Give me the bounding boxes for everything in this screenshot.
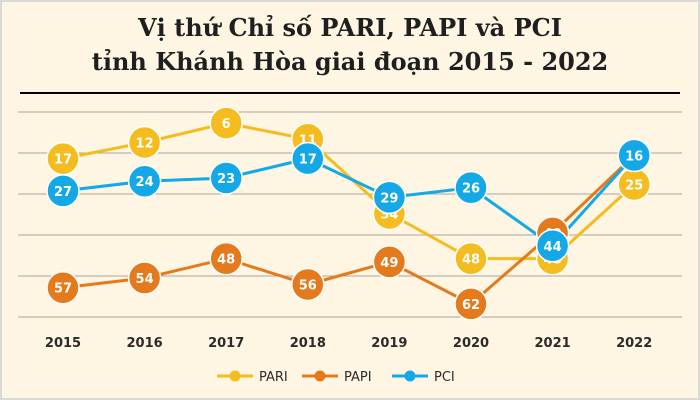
data-label-papi-2017: 48	[217, 253, 235, 268]
marker-papi-2019	[372, 245, 407, 279]
data-label-papi-2016: 54	[136, 272, 154, 287]
legend-label-pari: PARI	[259, 370, 288, 385]
marker-pci-2022	[617, 138, 651, 173]
data-label-papi-2020: 62	[462, 298, 480, 313]
x-tick-label-2016: 2016	[127, 336, 163, 351]
legend-label-papi: PAPI	[344, 370, 372, 385]
data-label-pci-2017: 23	[217, 172, 235, 187]
data-label-pari-2020: 48	[462, 253, 480, 268]
marker-pci-2021	[535, 229, 570, 263]
marker-papi-2016	[127, 261, 162, 295]
marker-pci-2017	[209, 161, 243, 195]
x-tick-label-2019: 2019	[371, 336, 407, 351]
x-tick-label-2022: 2022	[616, 336, 652, 351]
data-label-papi-2018: 56	[299, 279, 317, 294]
chart-title-line-1: Vị thứ Chỉ số PARI, PAPI và PCI	[137, 13, 562, 42]
legend-marker-pari	[229, 370, 241, 382]
marker-pari-2016	[127, 125, 162, 160]
marker-papi-2015	[46, 270, 80, 305]
marker-pci-2016	[127, 164, 162, 198]
x-tick-label-2021: 2021	[535, 336, 571, 351]
x-tick-label-2018: 2018	[290, 336, 326, 351]
legend-marker-pci	[404, 370, 416, 382]
data-label-papi-2015: 57	[54, 282, 72, 297]
data-label-pci-2019: 29	[380, 191, 398, 206]
data-label-pci-2022: 16	[625, 149, 643, 164]
marker-pci-2020	[454, 170, 488, 205]
x-tick-label-2020: 2020	[453, 336, 489, 351]
marker-pci-2018	[291, 141, 325, 176]
data-label-pci-2015: 27	[54, 185, 72, 200]
data-label-papi-2019: 49	[380, 256, 398, 271]
legend-label-pci: PCI	[434, 370, 455, 385]
data-label-pci-2021: 44	[544, 240, 562, 255]
data-label-pari-2015: 17	[54, 153, 72, 168]
marker-pci-2019	[372, 180, 407, 215]
marker-papi-2020	[454, 287, 488, 321]
marker-pari-2017	[209, 106, 243, 140]
legend-marker-papi	[314, 370, 326, 382]
data-label-pci-2020: 26	[462, 182, 480, 197]
data-label-pari-2016: 12	[136, 137, 154, 152]
data-label-pci-2016: 24	[136, 175, 154, 190]
data-label-pari-2022: 25	[625, 178, 643, 193]
marker-pci-2015	[46, 174, 80, 208]
marker-papi-2018	[291, 267, 325, 302]
data-label-pari-2017: 6	[222, 117, 231, 132]
chart-title-line-2: tỉnh Khánh Hòa giai đoạn 2015 - 2022	[92, 47, 609, 76]
marker-papi-2017	[209, 241, 243, 276]
x-tick-label-2017: 2017	[208, 336, 244, 351]
x-tick-label-2015: 2015	[45, 336, 81, 351]
marker-pari-2020	[454, 241, 488, 276]
data-label-pci-2018: 17	[299, 153, 317, 168]
